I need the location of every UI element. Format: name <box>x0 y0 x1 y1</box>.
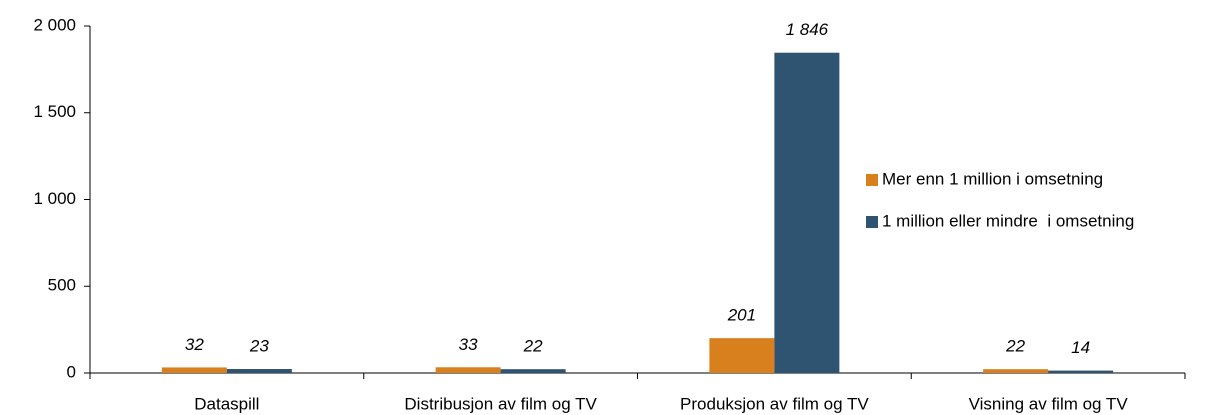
bar <box>709 338 775 373</box>
value-label: 22 <box>1005 337 1025 356</box>
y-tick-label: 0 <box>67 362 76 381</box>
bar <box>161 367 227 373</box>
legend-label: Mer enn 1 million i omsetning <box>882 169 1103 188</box>
value-label: 33 <box>459 335 478 354</box>
y-tick-label: 1 000 <box>33 189 76 208</box>
legend-swatch <box>866 174 878 186</box>
y-tick-label: 1 500 <box>33 102 76 121</box>
y-tick-label: 2 000 <box>33 15 76 34</box>
legend-swatch <box>866 216 878 228</box>
x-tick-label: Dataspill <box>194 394 259 413</box>
legend-label: 1 million eller mindre i omsetning <box>882 211 1134 230</box>
bar <box>435 367 501 373</box>
value-label: 14 <box>1071 338 1090 357</box>
bar <box>774 52 840 374</box>
bar <box>1048 370 1114 373</box>
x-tick-label: Visning av film og TV <box>969 394 1129 413</box>
x-tick-label: Distribusjon av film og TV <box>404 394 597 413</box>
bar <box>226 369 292 373</box>
x-tick-label: Produksjon av film og TV <box>680 394 869 413</box>
bar <box>983 369 1049 373</box>
value-label: 23 <box>249 336 269 355</box>
bar <box>500 369 566 373</box>
y-tick-label: 500 <box>48 276 76 295</box>
value-label: 32 <box>185 335 204 354</box>
value-label: 22 <box>523 337 543 356</box>
value-label: 201 <box>727 306 756 325</box>
value-label: 1 846 <box>786 20 829 39</box>
